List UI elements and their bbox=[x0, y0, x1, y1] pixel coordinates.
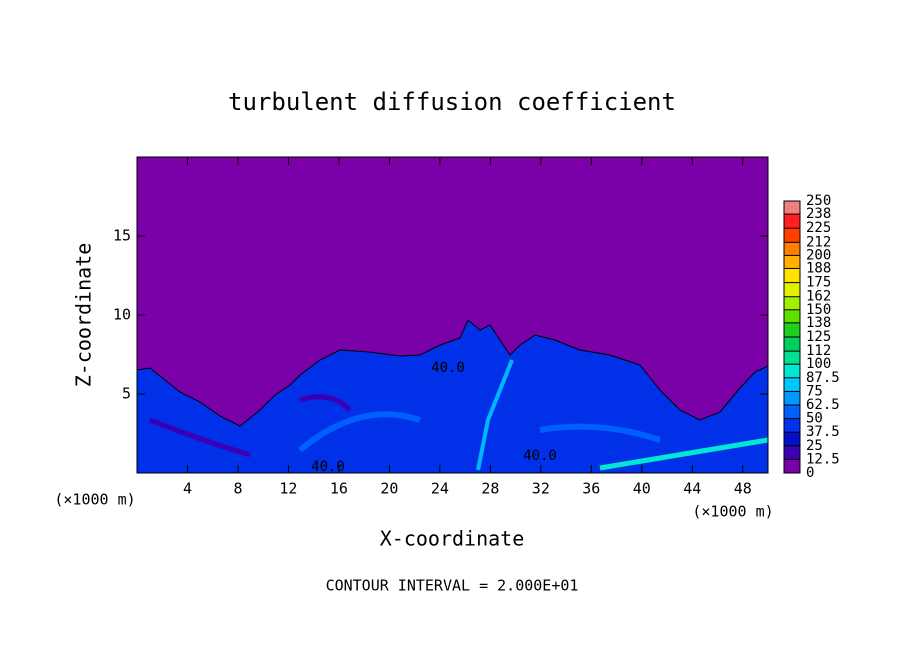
colorbar-label: 212 bbox=[806, 234, 831, 250]
colorbar-bin bbox=[784, 201, 800, 215]
colorbar-label: 250 bbox=[806, 193, 831, 209]
colorbar-label: 225 bbox=[806, 220, 831, 236]
x-tick-label: 44 bbox=[683, 480, 701, 498]
colorbar-label: 150 bbox=[806, 302, 831, 318]
field-streak bbox=[476, 359, 514, 471]
field-region bbox=[136, 319, 769, 474]
colorbar-label: 125 bbox=[806, 329, 831, 345]
x-tick-label: 4 bbox=[183, 480, 192, 498]
colorbar-label: 188 bbox=[806, 260, 831, 276]
colorbar-bin bbox=[784, 364, 800, 378]
x-tick-label: 40 bbox=[633, 480, 651, 498]
colorbar-bin bbox=[784, 337, 800, 352]
y-tick-label: 15 bbox=[113, 227, 131, 245]
x-tick-label: 28 bbox=[481, 480, 499, 498]
x-tick-label: 32 bbox=[532, 480, 550, 498]
colorbar-label: 100 bbox=[806, 356, 831, 372]
field-streak bbox=[149, 394, 352, 458]
field-streak bbox=[298, 411, 661, 453]
colorbar-label: 200 bbox=[806, 247, 831, 263]
contour-label: 40.0 bbox=[431, 360, 465, 376]
colorbar-bin bbox=[784, 322, 800, 337]
x-tick-label: 24 bbox=[431, 480, 449, 498]
colorbar-label: 238 bbox=[806, 206, 831, 222]
colorbar-bin bbox=[784, 418, 800, 433]
field-streak bbox=[599, 437, 769, 471]
colorbar-bin bbox=[784, 351, 800, 365]
colorbar-label: 62.5 bbox=[806, 397, 840, 413]
x-axis-label: X-coordinate bbox=[380, 527, 525, 551]
colorbar-bin bbox=[784, 309, 800, 323]
y-tick-label: 5 bbox=[122, 385, 131, 403]
colorbar-label: 112 bbox=[806, 343, 831, 359]
colorbar-label: 75 bbox=[806, 383, 823, 399]
x-tick-label: 8 bbox=[233, 480, 242, 498]
colorbar-label: 87.5 bbox=[806, 370, 840, 386]
contour-label: 40.0 bbox=[311, 459, 345, 475]
x-tick-label: 16 bbox=[330, 480, 348, 498]
y-tick-label: 10 bbox=[113, 306, 131, 324]
colorbar-bin bbox=[784, 282, 800, 297]
contour-label: 40.0 bbox=[523, 448, 557, 464]
x-tick-label: 12 bbox=[279, 480, 297, 498]
colorbar-label: 25 bbox=[806, 438, 823, 454]
colorbar-bin bbox=[784, 214, 800, 229]
x-unit: (×1000 m) bbox=[692, 503, 773, 521]
colorbar-bin bbox=[784, 377, 800, 392]
colorbar-label: 175 bbox=[806, 275, 831, 291]
colorbar-label: 162 bbox=[806, 289, 831, 305]
colorbar-bin bbox=[784, 242, 800, 256]
colorbar-bin bbox=[784, 405, 800, 419]
colorbar-bin bbox=[784, 255, 800, 269]
colorbar-label: 50 bbox=[806, 411, 823, 427]
footer-note: CONTOUR INTERVAL = 2.000E+01 bbox=[326, 577, 579, 595]
colorbar-bin bbox=[784, 432, 800, 446]
colorbar-bin bbox=[784, 445, 800, 460]
colorbar-bin bbox=[784, 459, 800, 473]
colorbar-bin bbox=[784, 391, 800, 405]
x-tick-label: 48 bbox=[734, 480, 752, 498]
colorbar-label: 138 bbox=[806, 315, 831, 331]
colorbar-label: 12.5 bbox=[806, 451, 840, 467]
y-unit: (×1000 m) bbox=[54, 491, 135, 509]
colorbar-label: 37.5 bbox=[806, 424, 840, 440]
x-tick-label: 20 bbox=[380, 480, 398, 498]
x-tick-label: 36 bbox=[582, 480, 600, 498]
y-axis-label: Z-coordinate bbox=[72, 243, 96, 388]
colorbar-label: 0 bbox=[806, 465, 814, 481]
chart-title: turbulent diffusion coefficient bbox=[228, 88, 676, 116]
colorbar-bin bbox=[784, 228, 800, 243]
colorbar-bin bbox=[784, 296, 800, 310]
colorbar-bin bbox=[784, 268, 800, 283]
